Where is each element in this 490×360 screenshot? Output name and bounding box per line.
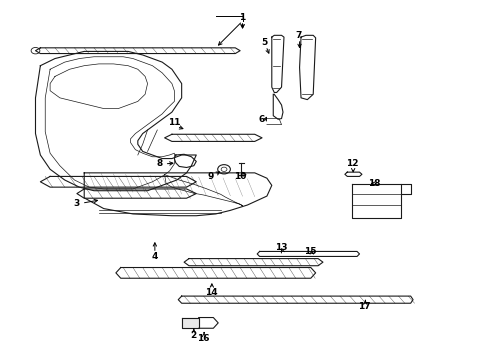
Text: 9: 9 [208, 172, 214, 181]
Text: 3: 3 [74, 199, 80, 208]
Text: 10: 10 [234, 172, 246, 181]
Text: 13: 13 [275, 243, 288, 252]
Text: 17: 17 [358, 302, 370, 311]
Text: 6: 6 [259, 115, 265, 124]
Polygon shape [182, 318, 199, 328]
Text: 15: 15 [304, 247, 317, 256]
Text: 7: 7 [295, 31, 302, 40]
Text: 2: 2 [191, 331, 197, 340]
Text: 12: 12 [346, 159, 359, 168]
Text: 18: 18 [368, 179, 380, 188]
Text: 4: 4 [152, 252, 158, 261]
Text: 1: 1 [240, 13, 245, 22]
Text: 11: 11 [168, 118, 181, 127]
Text: 5: 5 [261, 38, 268, 47]
Text: 16: 16 [197, 334, 210, 343]
Text: 14: 14 [205, 288, 217, 297]
Text: 8: 8 [157, 159, 163, 168]
